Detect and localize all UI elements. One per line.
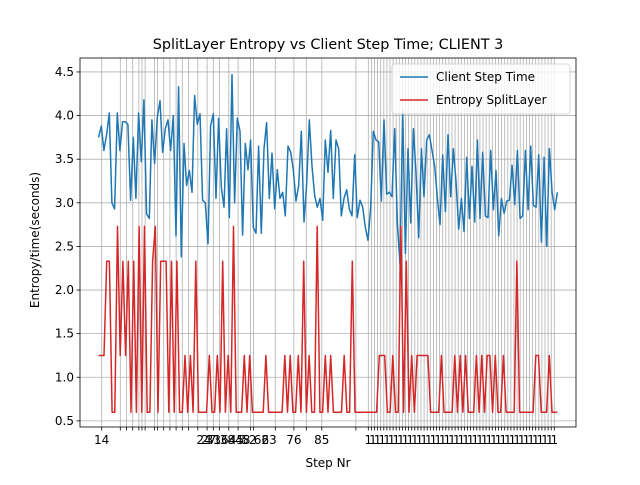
series-line-entropy-splitlayer — [98, 225, 558, 413]
x-tick-label-dense: 1 — [509, 433, 517, 447]
x-tick-label-dense: 1 — [518, 433, 526, 447]
x-tick-label-dense: 1 — [383, 433, 391, 447]
x-tick-label: 76 — [286, 433, 301, 447]
x-tick-label-dense: 1 — [513, 433, 521, 447]
x-tick-label: 38 — [220, 433, 235, 447]
x-tick-label-dense: 1 — [490, 433, 498, 447]
legend-box — [391, 63, 571, 115]
x-tick-label-dense: 1 — [485, 433, 493, 447]
x-tick-label: 14 — [94, 433, 109, 447]
x-tick-label: 85 — [314, 433, 329, 447]
x-tick-label-dense: 1 — [476, 433, 484, 447]
x-tick-label-dense: 1 — [392, 433, 400, 447]
x-tick-label-dense: 1 — [411, 433, 419, 447]
x-tick-label-dense: 1 — [439, 433, 447, 447]
x-tick-label-dense: 1 — [378, 433, 386, 447]
y-tick-label: 0.5 — [55, 414, 74, 428]
x-tick-label-dense: 1 — [504, 433, 512, 447]
x-tick-label: 24 — [196, 433, 211, 447]
y-tick-label: 4.5 — [55, 65, 74, 79]
x-tick-label-dense: 1 — [467, 433, 475, 447]
x-tick-label-dense: 1 — [402, 433, 410, 447]
x-tick-label-dense: 1 — [369, 433, 377, 447]
x-tick-label-dense: 1 — [420, 433, 428, 447]
x-tick-label-dense: 1 — [397, 433, 405, 447]
x-tick-label-dense: 1 — [527, 433, 535, 447]
y-tick-label: 2.0 — [55, 283, 74, 297]
x-tick-label-dense: 1 — [416, 433, 424, 447]
x-tick-label: 63 — [261, 433, 276, 447]
x-tick-label-dense: 1 — [425, 433, 433, 447]
y-tick-label: 4.0 — [55, 109, 74, 123]
x-tick-label-dense: 1 — [388, 433, 396, 447]
x-tick-label-dense: 1 — [481, 433, 489, 447]
x-tick-label-dense: 1 — [541, 433, 549, 447]
x-tick-label: 62 — [254, 433, 269, 447]
x-tick-label-dense: 1 — [364, 433, 372, 447]
x-tick-label: 31 — [206, 433, 221, 447]
x-tick-label-dense: 1 — [434, 433, 442, 447]
y-axis-label: Entropy/time(seconds) — [28, 172, 42, 308]
x-tick-label-dense: 1 — [537, 433, 545, 447]
axes-frame — [79, 57, 577, 428]
x-tick-label: 27 — [201, 433, 216, 447]
y-tick-label: 1.0 — [55, 370, 74, 384]
y-tick-label: 3.5 — [55, 152, 74, 166]
x-tick-label: 52 — [241, 433, 256, 447]
x-tick-label-dense: 1 — [495, 433, 503, 447]
chart-title: SplitLayer Entropy vs Client Step Time; … — [153, 37, 504, 53]
x-tick-label-dense: 1 — [448, 433, 456, 447]
x-tick-label: 48 — [235, 433, 250, 447]
x-tick-label-dense: 1 — [523, 433, 531, 447]
x-tick-label-dense: 1 — [546, 433, 554, 447]
x-tick-label: 36 — [213, 433, 228, 447]
y-tick-label: 1.5 — [55, 327, 74, 341]
x-tick-label-dense: 1 — [471, 433, 479, 447]
axes-layer: 0.5 1.0 1.5 2.0 2.5 3.0 3.5 4.0 4.5 14 24273136384… — [55, 57, 577, 447]
x-axis-label: Step Nr — [305, 456, 350, 470]
series-line-client-step-time — [97, 73, 559, 265]
legend: Client Step Time Entropy SplitLayer — [391, 63, 571, 115]
x-tick-label-dense: 1 — [430, 433, 438, 447]
y-tick-label: 2.5 — [55, 239, 74, 253]
legend-label: Entropy SplitLayer — [436, 93, 547, 107]
y-tick-label: 3.0 — [55, 196, 74, 210]
x-tick-label-dense: 1 — [444, 433, 452, 447]
x-tick-label-dense: 1 — [457, 433, 465, 447]
x-tick-label: 45 — [229, 433, 244, 447]
x-tick-label-dense: 1 — [453, 433, 461, 447]
x-tick-label-dense: 1 — [374, 433, 382, 447]
series-layer — [97, 73, 559, 413]
legend-label: Client Step Time — [436, 70, 535, 84]
x-tick-label-dense: 1 — [499, 433, 507, 447]
x-tick-label-dense: 1 — [462, 433, 470, 447]
x-tick-label-dense: 1 — [532, 433, 540, 447]
x-tick-label-dense: 1 — [550, 433, 558, 447]
x-tick-label-dense: 1 — [406, 433, 414, 447]
